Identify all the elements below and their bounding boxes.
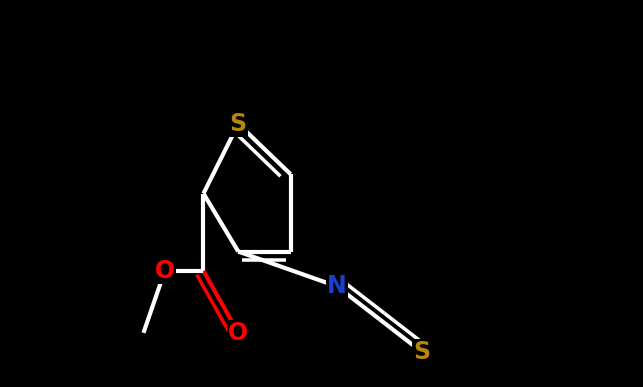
Text: O: O <box>155 259 175 283</box>
Text: S: S <box>413 340 431 364</box>
Text: N: N <box>327 274 347 298</box>
Text: S: S <box>230 112 247 136</box>
Text: O: O <box>228 321 248 345</box>
